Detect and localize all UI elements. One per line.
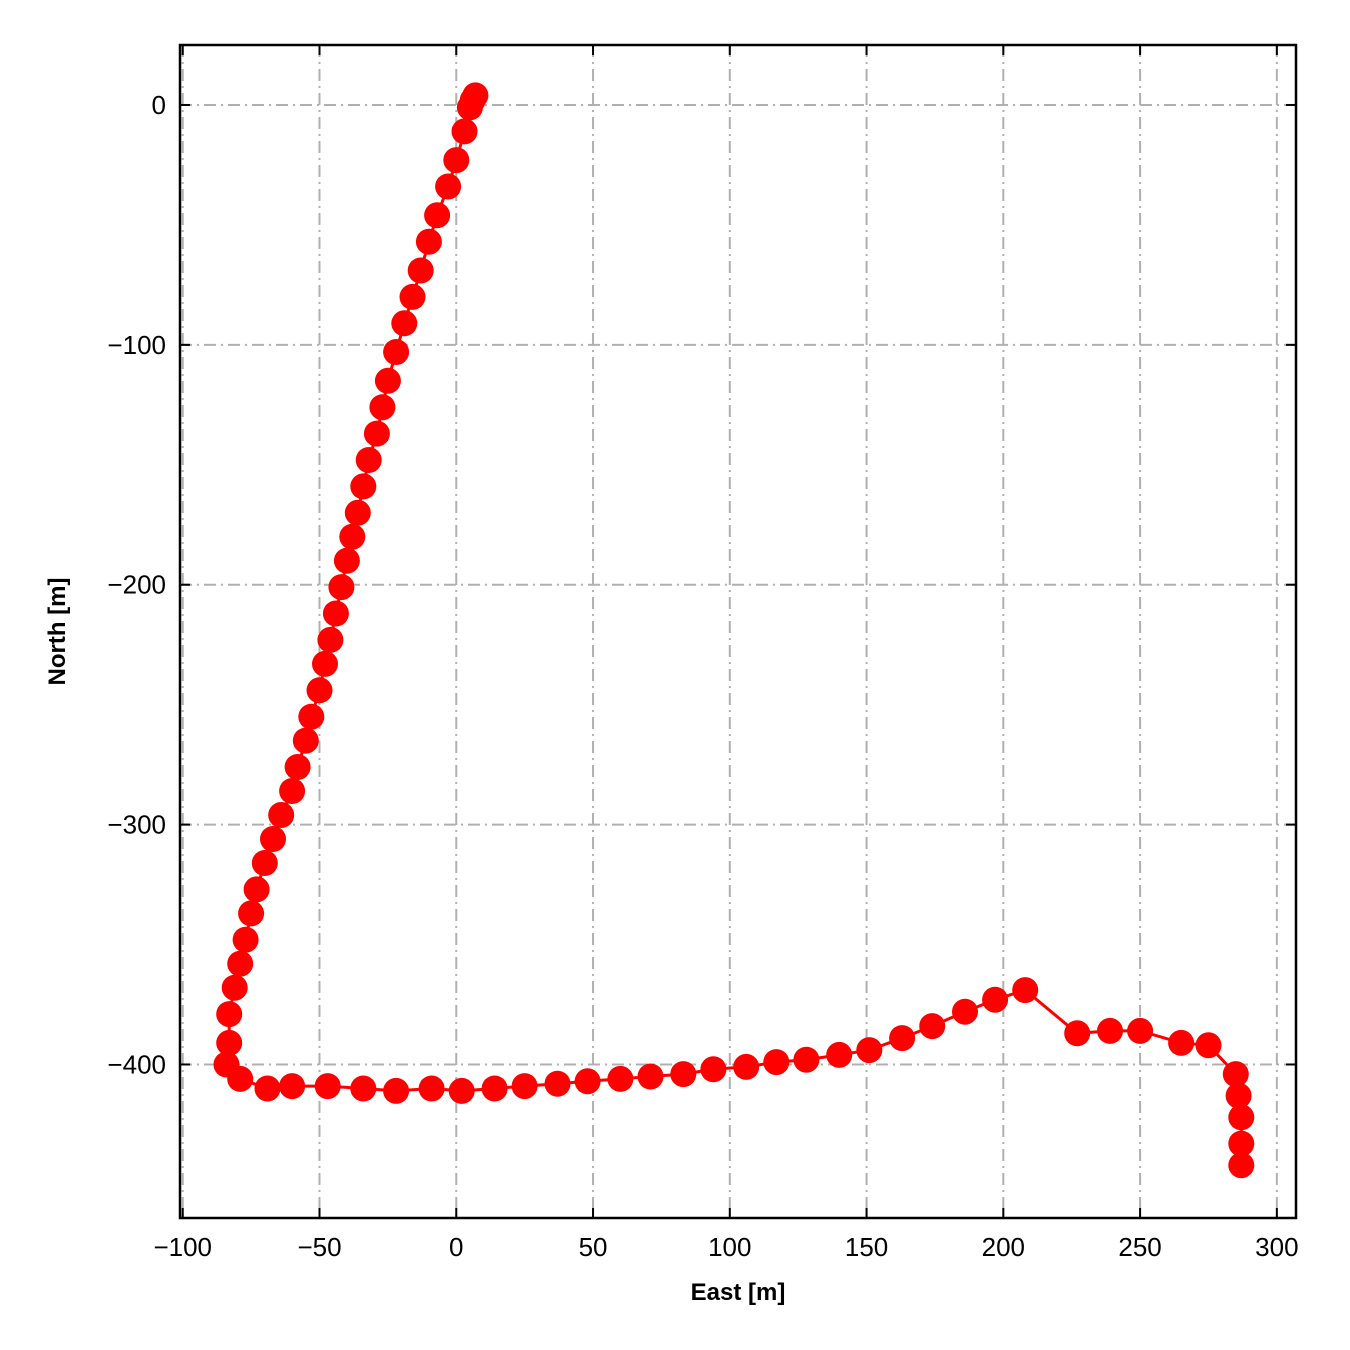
- trajectory-point: [511, 1073, 538, 1100]
- trajectory-point: [350, 473, 377, 500]
- trajectory-point: [391, 310, 418, 337]
- trajectory-point: [407, 257, 434, 284]
- trajectory-point: [221, 974, 248, 1001]
- trajectory-point: [238, 900, 265, 927]
- trajectory-point: [279, 778, 306, 804]
- x-tick-label: −100: [153, 1232, 212, 1262]
- trajectory-point: [279, 1073, 306, 1100]
- trajectory-point: [350, 1075, 377, 1102]
- trajectory-point: [1228, 1130, 1255, 1157]
- trajectory-point: [952, 998, 978, 1025]
- y-tick-label: −200: [107, 570, 166, 600]
- trajectory-point: [355, 447, 382, 473]
- trajectory-point: [383, 1077, 410, 1104]
- trajectory-point: [982, 986, 1009, 1013]
- x-tick-label: −50: [297, 1232, 341, 1262]
- trajectory-point: [339, 523, 366, 550]
- trajectory-point: [333, 547, 360, 574]
- trajectory-point: [227, 950, 254, 977]
- trajectory-point: [443, 147, 470, 174]
- trajectory-point: [763, 1049, 790, 1076]
- trajectory-point: [227, 1065, 254, 1092]
- trajectory-point: [216, 1001, 243, 1028]
- trajectory-point: [216, 1029, 243, 1056]
- trajectory-point: [399, 283, 426, 310]
- trajectory-point: [243, 876, 270, 903]
- trajectory-point: [424, 202, 451, 229]
- trajectory-point: [383, 339, 410, 365]
- x-tick-label: 100: [708, 1232, 751, 1262]
- trajectory-point: [1225, 1082, 1252, 1109]
- trajectory-point: [733, 1053, 760, 1080]
- x-tick-label: 300: [1255, 1232, 1298, 1262]
- trajectory-point: [448, 1077, 475, 1104]
- trajectory-point: [919, 1013, 946, 1040]
- trajectory-line: [224, 94, 1243, 1166]
- trajectory-point: [312, 650, 338, 677]
- trajectory-point: [1228, 1104, 1255, 1131]
- trajectory-point: [317, 626, 344, 653]
- trajectory-point: [793, 1046, 820, 1073]
- trajectory-point: [260, 826, 286, 852]
- trajectory-point: [856, 1037, 883, 1064]
- trajectory-point: [435, 173, 462, 200]
- x-tick-label: 250: [1118, 1232, 1161, 1262]
- trajectory-point: [607, 1065, 634, 1092]
- y-axis-label: North [m]: [44, 578, 71, 686]
- axis-ticks: [180, 45, 1296, 1218]
- trajectory-point: [328, 574, 355, 601]
- trajectory-point: [670, 1061, 697, 1088]
- trajectory-point: [574, 1068, 601, 1095]
- y-tick-label: −300: [107, 810, 166, 840]
- data-series: [213, 82, 1255, 1179]
- trajectory-point: [451, 118, 478, 145]
- trajectory-point: [889, 1025, 916, 1052]
- y-tick-label: 0: [152, 90, 166, 120]
- trajectory-point: [700, 1056, 727, 1083]
- trajectory-point: [306, 677, 333, 704]
- trajectory-point: [268, 802, 295, 828]
- plot-frame: [178, 43, 1298, 1220]
- trajectory-point: [1097, 1017, 1123, 1044]
- x-axis-label: East [m]: [691, 1279, 786, 1306]
- trajectory-point: [322, 600, 349, 627]
- trajectory-point: [1064, 1020, 1091, 1047]
- trajectory-point: [637, 1063, 664, 1090]
- trajectory-point: [344, 499, 371, 526]
- trajectory-point: [298, 703, 325, 730]
- trajectory-point: [1228, 1152, 1255, 1179]
- trajectory-point: [363, 420, 390, 447]
- x-tick-labels: −100 −50 0 50 100 150 200 250 300: [153, 1232, 1298, 1262]
- y-tick-labels: 0 −100 −200 −300 −400: [107, 90, 166, 1080]
- trajectory-point: [456, 94, 483, 121]
- y-tick-label: −400: [107, 1049, 166, 1079]
- trajectory-point: [1012, 977, 1039, 1004]
- trajectory-point: [418, 1075, 445, 1102]
- y-tick-label: −100: [107, 330, 166, 360]
- trajectory-point: [284, 754, 311, 780]
- x-tick-label: 200: [982, 1232, 1025, 1262]
- trajectory-point: [481, 1075, 508, 1102]
- x-tick-label: 50: [579, 1232, 608, 1262]
- trajectory-point: [826, 1041, 853, 1068]
- trajectory-point: [1222, 1061, 1249, 1088]
- trajectory-point: [1168, 1029, 1195, 1056]
- trajectory-point: [544, 1070, 571, 1097]
- trajectory-point: [232, 926, 259, 953]
- trajectory-point: [251, 850, 278, 876]
- trajectory-point: [292, 727, 319, 754]
- trajectory-point: [1195, 1032, 1222, 1059]
- trajectory-point: [1127, 1017, 1154, 1044]
- trajectory-point: [254, 1075, 281, 1102]
- trajectory-point: [415, 228, 442, 255]
- x-tick-label: 150: [845, 1232, 888, 1262]
- trajectory-point: [314, 1073, 341, 1100]
- x-tick-label: 0: [449, 1232, 463, 1262]
- trajectory-point: [369, 394, 396, 421]
- trajectory-point: [374, 367, 401, 394]
